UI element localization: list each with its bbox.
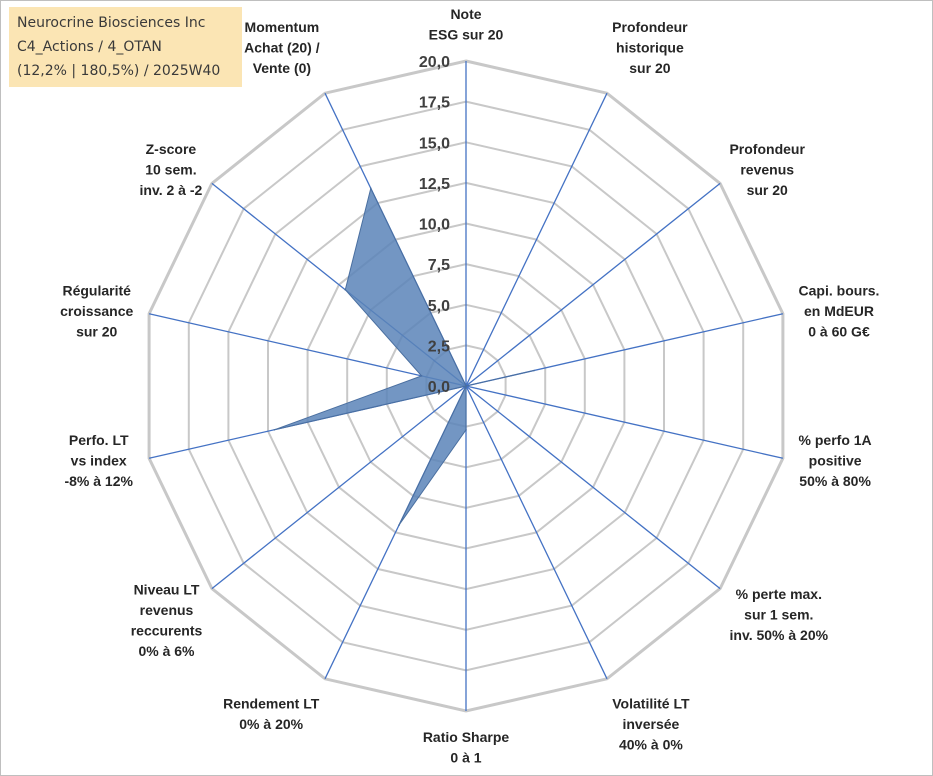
axis-label-line: Momentum (245, 19, 320, 35)
series-area (274, 186, 535, 526)
axis-label: Capi. bours. en MdEUR 0 à 60 G€ (799, 282, 880, 339)
axis-spoke (465, 92, 608, 387)
title-line-period: (12,2% | 180,5%) / 2025W40 (17, 63, 221, 79)
axis-label-line: inv. 50% à 20% (730, 627, 829, 643)
data-point (465, 385, 467, 387)
data-point (465, 429, 467, 431)
axis-label-line: ESG sur 20 (429, 27, 504, 43)
axis-label-line: Achat (20) / (244, 39, 320, 55)
tick-label: 10,0 (419, 217, 450, 234)
axis-label-line: reccurents (131, 623, 203, 639)
axis-label-line: Rendement LT (223, 696, 320, 712)
axis-label-line: 10 sem. (145, 162, 196, 178)
axis-label-line: historique (616, 39, 684, 55)
tick-label: 7,5 (428, 257, 450, 274)
axis-label-line: sur 20 (747, 182, 788, 198)
radar-series (273, 186, 535, 526)
axis-label-line: sur 20 (629, 60, 670, 76)
radar-tick-labels: 0,0 2,5 5,0 7,5 10,0 12,5 15,0 17,5 20,0 (419, 54, 450, 396)
axis-label-line: 0% à 6% (138, 643, 195, 659)
axis-label-line: Capi. bours. (799, 282, 880, 298)
axis-label: Ratio Sharpe 0 à 1 (423, 729, 510, 766)
axis-label-line: % perfo 1A (799, 432, 872, 448)
axis-label-line: Volatilité LT (612, 696, 690, 712)
axis-spoke (148, 313, 467, 387)
axis-label-line: sur 20 (76, 323, 117, 339)
axis-label: % perte max. sur 1 sem. inv. 50% à 20% (730, 586, 829, 643)
data-point (533, 369, 535, 372)
axis-label-line: 0 à 1 (450, 750, 481, 766)
axis-spoke (465, 385, 608, 680)
axis-label-line: Vente (0) (253, 60, 311, 76)
axis-label: Volatilité LT inversée 40% à 0% (612, 696, 690, 753)
axis-label: % perfo 1A positive 50% à 80% (799, 432, 872, 489)
tick-label: 2,5 (428, 338, 450, 355)
axis-label: Profondeur revenus sur 20 (729, 141, 805, 198)
axis-spoke (465, 385, 721, 590)
axis-spoke (211, 385, 467, 590)
axis-label-line: -8% à 12% (64, 473, 133, 489)
axis-label-line: croissance (60, 303, 133, 319)
axis-label: Niveau LT revenus reccurents 0% à 6% (131, 582, 203, 660)
axis-label-line: Perfo. LT (69, 432, 129, 448)
axis-label: Z-score 10 sem. inv. 2 à -2 (140, 141, 203, 198)
tick-label: 12,5 (419, 176, 450, 193)
axis-label-line: inv. 2 à -2 (140, 182, 203, 198)
axis-label: Rendement LT 0% à 20% (223, 696, 320, 733)
data-point (420, 375, 423, 377)
axis-label-line: % perte max. (736, 586, 822, 602)
title-line-category: C4_Actions / 4_OTAN (17, 39, 162, 55)
tick-label: 0,0 (428, 379, 450, 396)
data-point (344, 288, 347, 291)
radar-axis-labels: Note ESG sur 20 Profondeur historique sur 20… (60, 6, 879, 766)
axis-label-line: Niveau LT (134, 582, 200, 598)
axis-label-line: sur 1 sem. (744, 606, 813, 622)
axis-label-line: 0 à 60 G€ (808, 323, 870, 339)
axis-label: Momentum Achat (20) / Vente (0) (244, 19, 320, 76)
title-line-company: Neurocrine Biosciences Inc (17, 15, 206, 31)
tick-label: 17,5 (419, 95, 450, 112)
axis-label-line: revenus (740, 162, 794, 178)
axis-label-line: Z-score (146, 141, 197, 157)
axis-label-line: positive (809, 453, 862, 469)
data-point (398, 524, 400, 526)
tick-label: 5,0 (428, 298, 450, 315)
tick-label: 20,0 (419, 54, 450, 71)
axis-label-line: en MdEUR (804, 303, 874, 319)
axis-label-line: vs index (71, 453, 127, 469)
axis-label-line: Profondeur (612, 19, 688, 35)
tick-label: 15,0 (419, 135, 450, 152)
axis-label-line: 0% à 20% (239, 716, 303, 732)
axis-label-line: Profondeur (729, 141, 805, 157)
data-point (370, 187, 372, 190)
axis-label-line: Ratio Sharpe (423, 729, 510, 745)
axis-label-line: Note (450, 6, 481, 22)
title-box: Neurocrine Biosciences Inc C4_Actions / … (9, 7, 242, 87)
axis-label: Note ESG sur 20 (429, 6, 504, 43)
axis-label: Perfo. LT vs index -8% à 12% (64, 432, 133, 489)
axis-label-line: 50% à 80% (799, 473, 871, 489)
axis-label-line: inversée (622, 716, 679, 732)
axis-spoke (465, 385, 784, 459)
axis-label: Profondeur historique sur 20 (612, 19, 688, 76)
data-point (273, 429, 276, 431)
axis-label: Régularité croissance sur 20 (60, 282, 133, 339)
axis-label-line: Régularité (62, 282, 131, 298)
axis-label-line: revenus (140, 602, 194, 618)
axis-label-line: 40% à 0% (619, 737, 683, 753)
axis-spoke (465, 182, 721, 387)
